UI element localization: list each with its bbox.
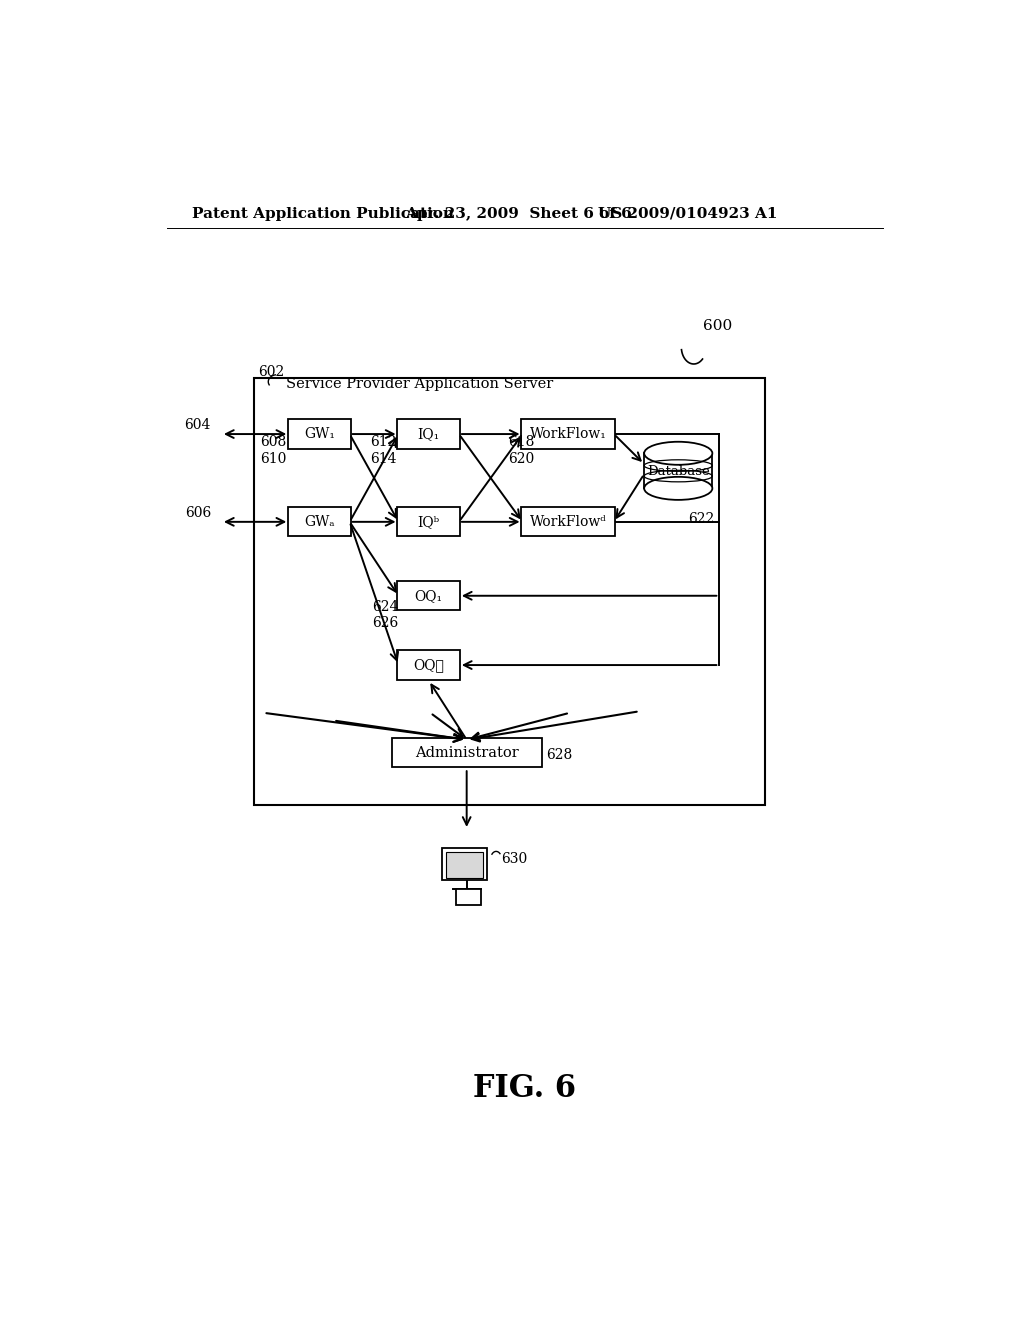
Text: OQ႙: OQ႙ xyxy=(414,659,444,672)
FancyBboxPatch shape xyxy=(397,581,461,610)
Text: 624: 624 xyxy=(372,601,398,614)
Text: WorkFlow₁: WorkFlow₁ xyxy=(529,428,606,441)
FancyBboxPatch shape xyxy=(456,890,480,904)
FancyBboxPatch shape xyxy=(397,507,461,536)
Bar xyxy=(254,378,765,805)
FancyBboxPatch shape xyxy=(445,853,483,878)
Text: US 2009/0104923 A1: US 2009/0104923 A1 xyxy=(598,207,778,220)
Text: 630: 630 xyxy=(502,853,527,866)
Text: GWₐ: GWₐ xyxy=(304,515,335,529)
Text: 628: 628 xyxy=(547,748,572,762)
FancyBboxPatch shape xyxy=(521,507,615,536)
Text: Patent Application Publication: Patent Application Publication xyxy=(193,207,455,220)
Text: 604: 604 xyxy=(184,418,211,432)
Text: OQ₁: OQ₁ xyxy=(415,589,442,603)
Text: GW₁: GW₁ xyxy=(304,428,335,441)
FancyBboxPatch shape xyxy=(521,420,615,449)
FancyBboxPatch shape xyxy=(391,738,542,767)
Ellipse shape xyxy=(644,442,713,465)
FancyBboxPatch shape xyxy=(288,420,351,449)
Text: IQ₁: IQ₁ xyxy=(418,428,439,441)
Text: IQᵇ: IQᵇ xyxy=(418,515,439,529)
Text: WorkFlowᵈ: WorkFlowᵈ xyxy=(529,515,606,529)
Text: 620: 620 xyxy=(508,451,534,466)
Text: 614: 614 xyxy=(371,451,397,466)
Text: Apr. 23, 2009  Sheet 6 of 6: Apr. 23, 2009 Sheet 6 of 6 xyxy=(406,207,632,220)
Text: 618: 618 xyxy=(508,434,535,449)
Text: Service Provider Application Server: Service Provider Application Server xyxy=(286,378,553,391)
Text: 610: 610 xyxy=(260,451,286,466)
Text: Database: Database xyxy=(647,465,710,478)
Ellipse shape xyxy=(644,477,713,500)
Text: 606: 606 xyxy=(184,506,211,520)
Text: 622: 622 xyxy=(688,512,715,525)
Text: 600: 600 xyxy=(703,319,732,333)
Text: 612: 612 xyxy=(371,434,397,449)
FancyBboxPatch shape xyxy=(397,420,461,449)
Bar xyxy=(644,453,713,488)
FancyBboxPatch shape xyxy=(288,507,351,536)
Text: 608: 608 xyxy=(260,434,286,449)
Text: 626: 626 xyxy=(372,615,398,630)
Text: FIG. 6: FIG. 6 xyxy=(473,1073,577,1104)
Text: Administrator: Administrator xyxy=(415,746,518,760)
Text: 602: 602 xyxy=(258,366,285,379)
FancyBboxPatch shape xyxy=(442,847,486,880)
FancyBboxPatch shape xyxy=(397,651,461,680)
